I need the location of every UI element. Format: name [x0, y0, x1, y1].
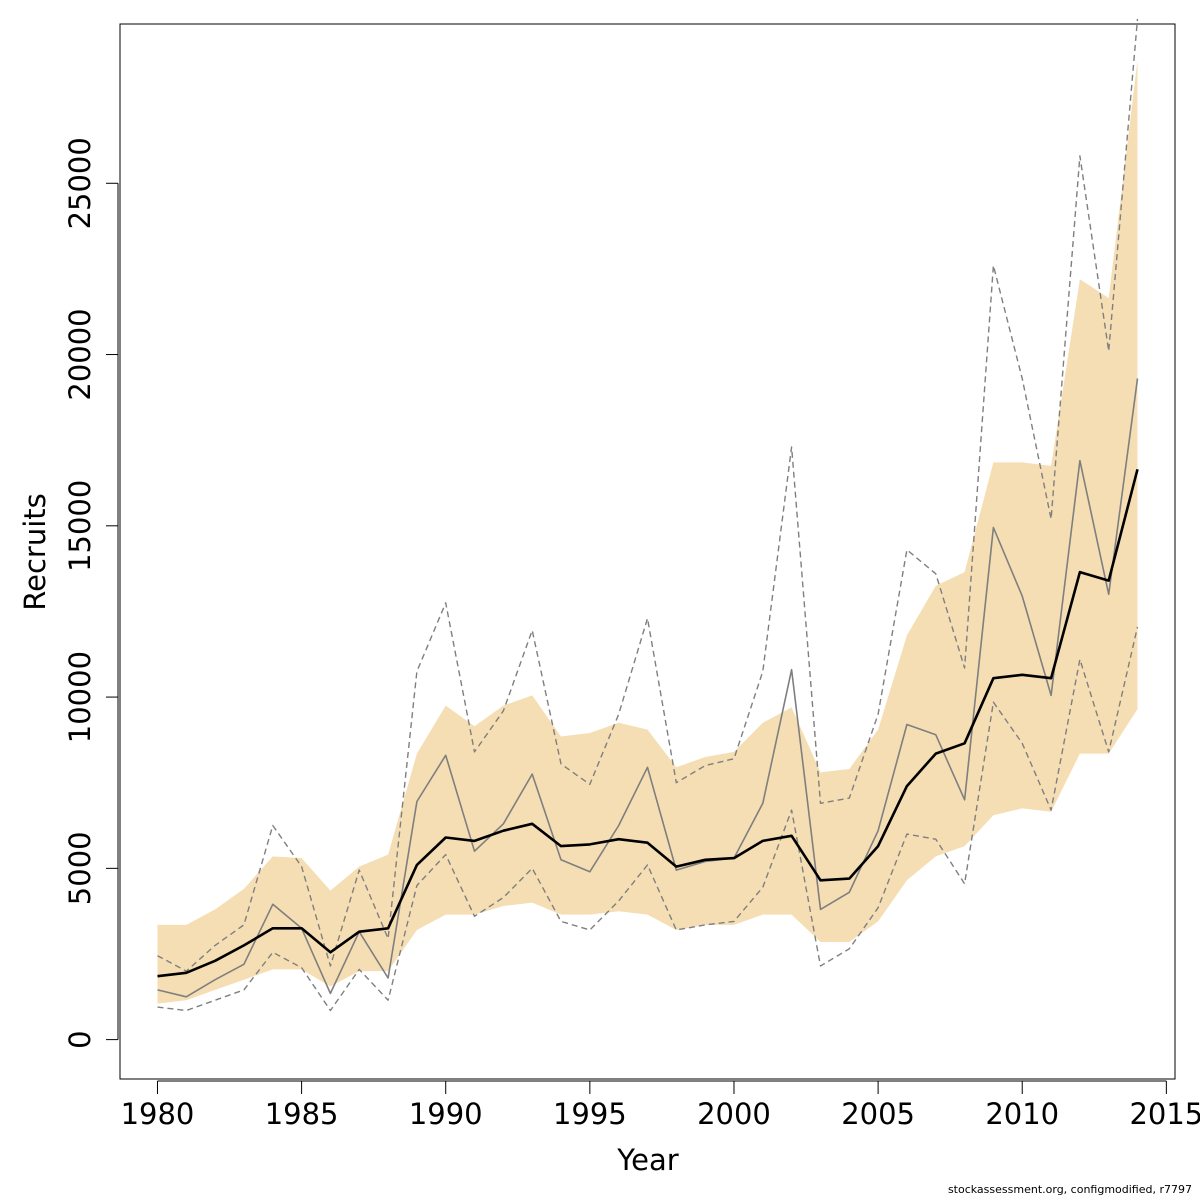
y-tick-label: 15000: [63, 480, 97, 572]
confidence-band-layer: [157, 60, 1138, 1004]
series-line-1: [157, 468, 1139, 978]
y-axis-title: Recruits: [18, 493, 52, 610]
series-layer: [157, 18, 1139, 1012]
y-axis: 0 5000 10000 15000 20000 25000: [63, 137, 119, 1049]
x-axis-title: Year: [616, 1143, 678, 1177]
x-tick-label: 1995: [553, 1097, 627, 1131]
x-tick-label: 1980: [121, 1097, 195, 1131]
y-tick-label: 0: [63, 1030, 97, 1048]
y-tick-label: 25000: [63, 137, 97, 229]
x-axis: 1980 1985 1990 1995 2000 2005 2010 2015: [121, 1080, 1200, 1131]
x-tick-label: 2015: [1129, 1097, 1200, 1131]
series-line-4: [157, 626, 1139, 1012]
x-tick-label: 1985: [265, 1097, 339, 1131]
source-footnote: stockassessment.org, configmodified, r77…: [947, 1183, 1192, 1196]
plot-frame: [119, 23, 1176, 1080]
x-tick-label: 2010: [985, 1097, 1059, 1131]
y-tick-label: 5000: [63, 831, 97, 905]
x-tick-label: 2005: [841, 1097, 915, 1131]
confidence-band: [157, 60, 1138, 1004]
x-tick-label: 2000: [697, 1097, 771, 1131]
y-tick-label: 20000: [63, 308, 97, 400]
y-tick-label: 10000: [63, 651, 97, 743]
x-tick-label: 1990: [409, 1097, 483, 1131]
series-line-2: [157, 378, 1139, 998]
